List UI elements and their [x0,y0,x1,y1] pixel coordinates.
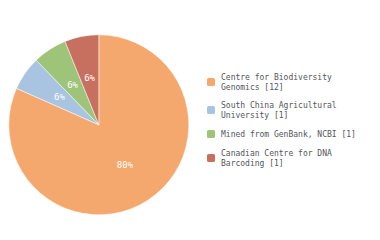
svg-text:6%: 6% [84,73,95,83]
svg-text:80%: 80% [117,160,134,170]
svg-text:South China Agricultural: South China Agricultural [221,101,337,110]
svg-text:6%: 6% [67,80,78,90]
svg-text:Centre for Biodiversity: Centre for Biodiversity [221,73,332,82]
svg-text:Genomics [12]: Genomics [12] [221,83,284,92]
svg-text:Barcoding [1]: Barcoding [1] [221,159,284,168]
svg-text:University [1]: University [1] [221,111,288,120]
svg-text:6%: 6% [54,92,65,102]
svg-text:Canadian Centre for DNA: Canadian Centre for DNA [221,149,332,158]
svg-text:Mined from GenBank, NCBI [1]: Mined from GenBank, NCBI [1] [221,130,356,139]
